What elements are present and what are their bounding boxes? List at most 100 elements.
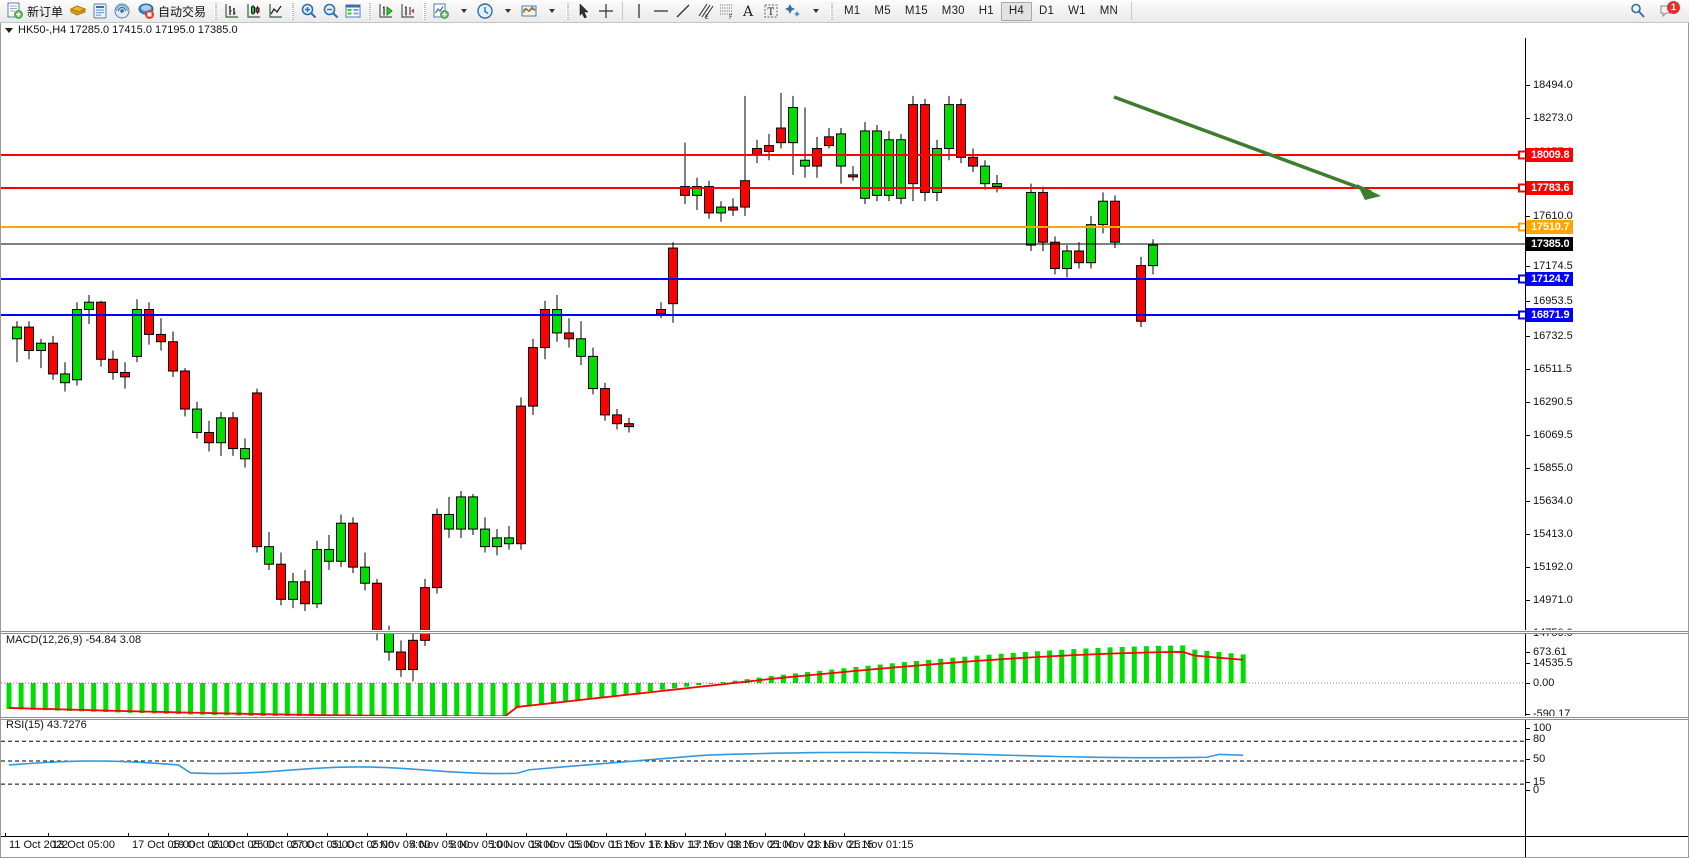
chevron-down-icon [548, 9, 555, 13]
candle-body [456, 496, 466, 530]
timeframe-m30[interactable]: M30 [941, 5, 965, 17]
candle-body [680, 186, 690, 196]
price-tick: 15192.0 [1526, 561, 1573, 573]
periods-dropdown[interactable] [496, 1, 518, 22]
rsi-tick: 0 [1526, 784, 1539, 796]
equidistant-channel-icon: E [698, 3, 714, 20]
candle-body [240, 448, 250, 460]
indicators-button[interactable] [430, 1, 452, 22]
chart-menu-caret-icon[interactable] [5, 27, 13, 33]
candle-body [492, 537, 502, 548]
alerts-button[interactable]: 1 [1657, 0, 1680, 22]
candle-body [612, 414, 622, 425]
timeframe-m15[interactable]: M15 [904, 5, 928, 17]
time-tick-mark [367, 833, 368, 837]
toolbar-divider [1131, 2, 1133, 20]
candle-body [24, 326, 34, 352]
price-tag-support-2[interactable]: 16871.9 [1526, 308, 1574, 322]
search-button[interactable] [1627, 1, 1649, 22]
price-tick: 14535.5 [1526, 657, 1573, 669]
autotrading-icon [138, 3, 155, 19]
equidistant-channel-button[interactable]: E [694, 1, 716, 22]
shapes-dropdown[interactable] [804, 1, 826, 22]
price-chart-canvas[interactable] [1, 38, 1527, 858]
text-icon: A [742, 4, 754, 20]
zoom-in-button[interactable] [298, 1, 320, 22]
rsi-separator[interactable] [1, 716, 1527, 720]
time-tick: 23 Nov 01:15 [808, 839, 874, 851]
signals-button[interactable] [111, 1, 133, 22]
timeframe-m1[interactable]: M1 [844, 5, 861, 17]
timeframe-d1[interactable]: D1 [1039, 5, 1055, 17]
profile-button[interactable] [67, 1, 89, 22]
candle-body [432, 513, 442, 589]
trendline-icon [676, 4, 690, 18]
new-order-button[interactable]: 新订单 [2, 1, 67, 22]
horizontal-line-button[interactable] [650, 1, 672, 22]
price-tag-current-price[interactable]: 17385.0 [1526, 237, 1574, 251]
candlestick-chart-button[interactable] [243, 1, 265, 22]
timeframe-h4[interactable]: H4 [1000, 1, 1032, 21]
autotrading-button[interactable]: 自动交易 [133, 1, 210, 22]
candle-body [468, 496, 478, 530]
price-tag-support-1[interactable]: 17124.7 [1526, 272, 1574, 286]
line-chart-button[interactable] [265, 1, 287, 22]
price-tick: 16290.5 [1526, 396, 1573, 408]
time-tick-mark [48, 833, 49, 837]
candlestick-series [12, 92, 1158, 682]
time-tick-mark [765, 833, 766, 837]
time-tick: 21 Nov 01:15 [769, 839, 835, 851]
data-window-button[interactable] [342, 1, 364, 22]
timeframe-m5[interactable]: M5 [874, 5, 891, 17]
time-tick-mark [844, 833, 845, 837]
macd-tick: 673.61 [1526, 646, 1567, 658]
price-tick: 16511.5 [1526, 363, 1572, 375]
periods-button[interactable] [474, 1, 496, 22]
candle-body [276, 563, 286, 600]
candle-body [12, 326, 22, 340]
macd-separator[interactable] [1, 630, 1527, 634]
shapes-button[interactable] [782, 1, 804, 22]
text-button[interactable]: A [738, 1, 760, 22]
trendline-button[interactable] [672, 1, 694, 22]
candle-body [668, 247, 678, 305]
price-tag-resistance-2[interactable]: 17783.6 [1526, 181, 1574, 195]
templates-dropdown[interactable] [540, 1, 562, 22]
zoom-out-button[interactable] [320, 1, 342, 22]
time-tick-mark [446, 833, 447, 837]
price-axis[interactable]: 18494.018273.018057.017831.017610.017174… [1525, 38, 1688, 857]
alerts-badge: 1 [1667, 0, 1680, 14]
timeframe-mn[interactable]: MN [1099, 5, 1119, 17]
chevron-down-icon [460, 9, 467, 13]
auto-scroll-button[interactable] [375, 1, 397, 22]
crosshair-button[interactable] [595, 1, 617, 22]
chart-plot-area[interactable]: MACD(12,26,9) -54.84 3.08 RSI(15) 43.727… [1, 38, 1527, 857]
timeframe-w1[interactable]: W1 [1068, 5, 1086, 17]
time-tick: 16 Nov 13:15 [649, 839, 715, 851]
price-tick: 18273.0 [1526, 112, 1573, 124]
templates-button[interactable] [518, 1, 540, 22]
cursor-button[interactable] [573, 1, 595, 22]
price-tag-pivot[interactable]: 17510.7 [1526, 220, 1574, 234]
rsi-tick: 50 [1526, 753, 1545, 765]
terminal-button[interactable] [89, 1, 111, 22]
vertical-line-button[interactable] [628, 1, 650, 22]
time-tick-mark [168, 833, 169, 837]
fibonacci-icon: F [720, 4, 733, 20]
chart-shift-button[interactable] [397, 1, 419, 22]
fibonacci-button[interactable]: F [716, 1, 738, 22]
timeframe-h1[interactable]: H1 [978, 5, 994, 17]
autotrading-label: 自动交易 [158, 4, 207, 19]
time-tick-mark [606, 833, 607, 837]
indicators-dropdown[interactable] [452, 1, 474, 22]
time-axis-line [1, 836, 1527, 837]
text-label-button[interactable]: T [760, 1, 782, 22]
chart-window[interactable]: HK50-,H4 17285.0 17415.0 17195.0 17385.0… [0, 23, 1689, 858]
bar-chart-button[interactable] [221, 1, 243, 22]
candle-body [896, 139, 906, 199]
candle-body [336, 522, 346, 562]
price-tag-resistance-1[interactable]: 18009.8 [1526, 148, 1574, 162]
candle-body [1050, 241, 1060, 270]
candle-body [156, 333, 166, 343]
time-tick: 15 Nov 17:15 [610, 839, 676, 851]
